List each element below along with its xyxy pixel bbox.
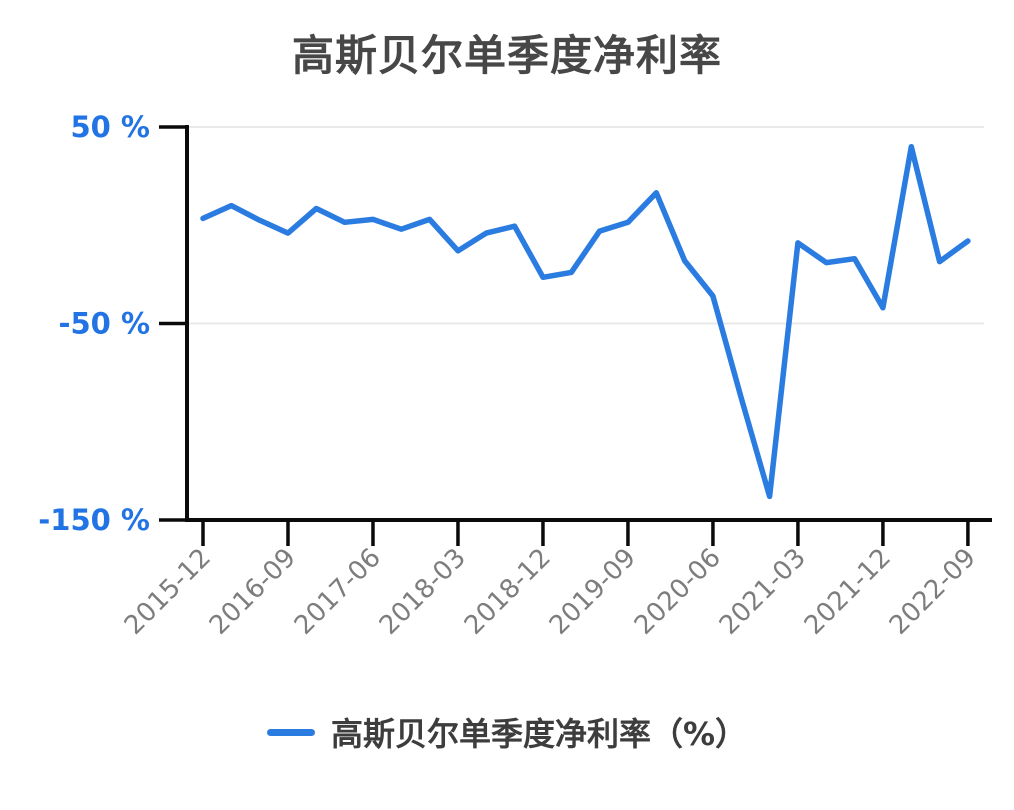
x-tick-label: 2022-09 xyxy=(884,543,982,641)
x-tick-label: 2015-12 xyxy=(119,543,217,641)
x-tick-label: 2016-09 xyxy=(204,543,302,641)
x-tick-label: 2021-12 xyxy=(799,543,897,641)
x-tick-label: 2018-03 xyxy=(374,543,472,641)
x-tick-label: 2017-06 xyxy=(289,543,387,641)
x-tick-label: 2021-03 xyxy=(714,543,812,641)
net-margin-series-line xyxy=(200,143,971,500)
legend: 高斯贝尔单季度净利率（%） xyxy=(0,702,1014,762)
legend-line-swatch xyxy=(266,728,315,736)
x-tick-label: 2020-06 xyxy=(629,543,727,641)
x-tick-label: 2019-09 xyxy=(544,543,642,641)
y-tick-label: -50 % xyxy=(58,307,150,341)
y-tick-label: 50 % xyxy=(70,110,150,144)
y-tick-label: -150 % xyxy=(38,503,150,537)
legend-series-label: 高斯贝尔单季度净利率（%） xyxy=(330,715,748,753)
chart-title: 高斯贝尔单季度净利率 xyxy=(291,31,722,80)
x-tick-label: 2018-12 xyxy=(459,543,557,641)
